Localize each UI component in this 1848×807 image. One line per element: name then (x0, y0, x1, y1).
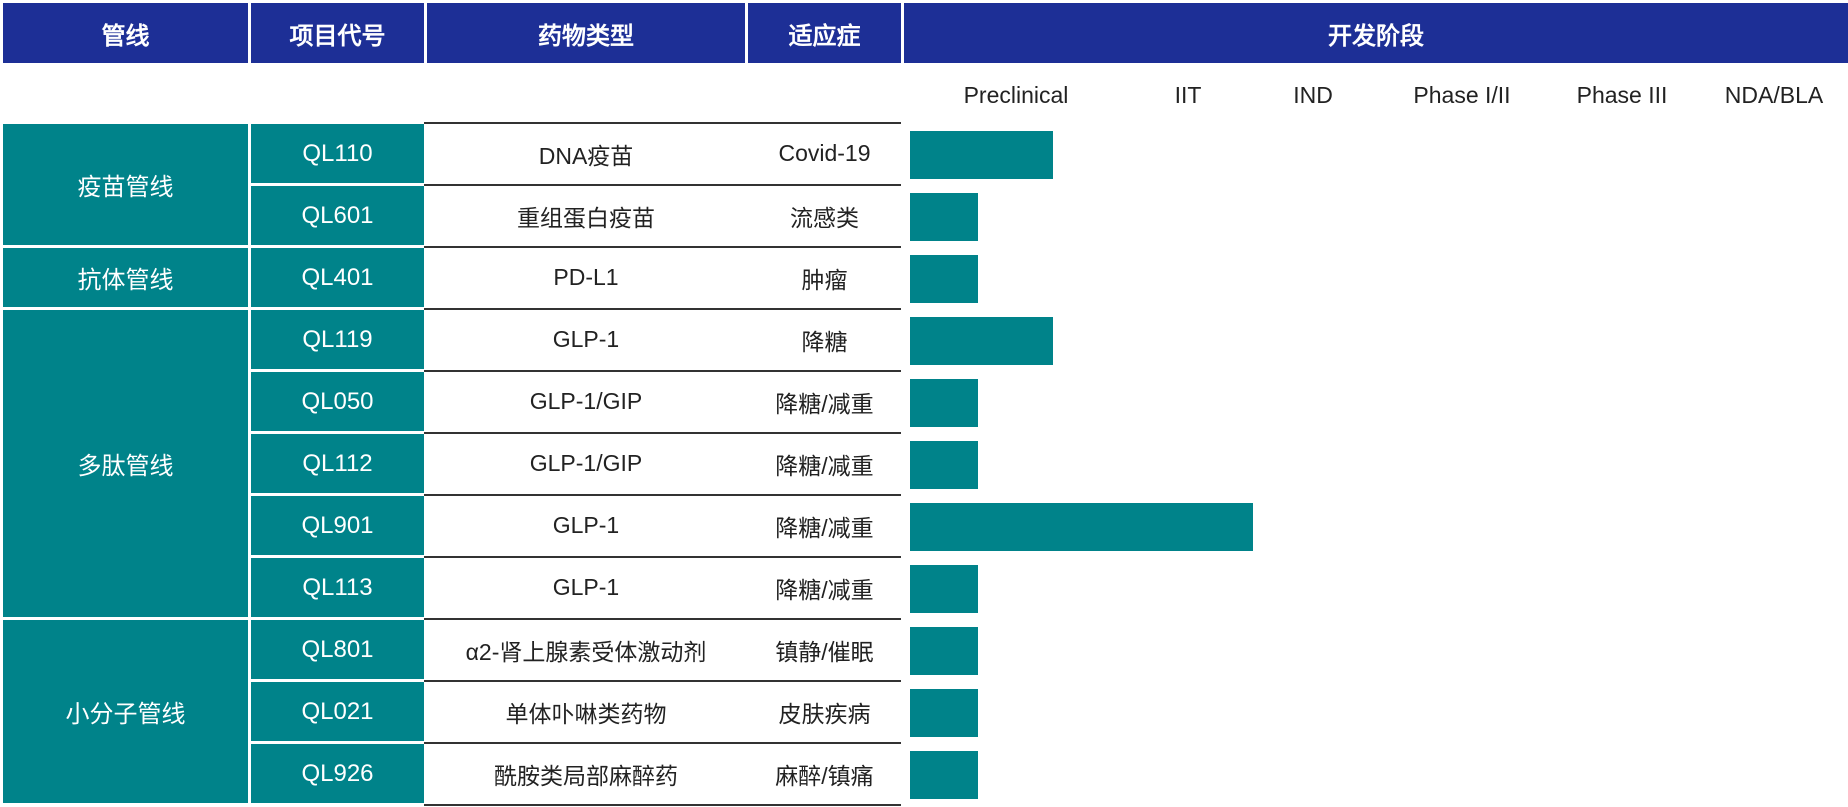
drug-type: 酰胺类局部麻醉药 (424, 744, 748, 803)
indication: 麻醉/镇痛 (748, 744, 901, 803)
progress-bar (910, 503, 1253, 551)
indication: 肿瘤 (748, 248, 901, 307)
stage-label: NDA/BLA (1724, 81, 1824, 108)
group-label: 小分子管线 (3, 620, 248, 803)
project-code: QL901 (251, 496, 424, 555)
progress-bar (910, 751, 978, 799)
group-label: 抗体管线 (3, 248, 248, 307)
row-rule (424, 246, 901, 248)
project-code: QL926 (251, 744, 424, 803)
indication: 降糖/减重 (748, 558, 901, 617)
row-rule (424, 494, 901, 496)
indication: 镇静/催眠 (748, 620, 901, 679)
row-rule (424, 308, 901, 310)
progress-bar (910, 565, 978, 613)
indication: 降糖 (748, 310, 901, 369)
progress-bar (910, 441, 978, 489)
indication: 降糖/减重 (748, 496, 901, 555)
progress-bar (910, 131, 1053, 179)
drug-type: GLP-1/GIP (424, 434, 748, 493)
indication: 降糖/减重 (748, 434, 901, 493)
row-rule (424, 618, 901, 620)
drug-type: 重组蛋白疫苗 (424, 186, 748, 245)
drug-type: GLP-1 (424, 310, 748, 369)
row-rule (424, 432, 901, 434)
header-stage: 开发阶段 (904, 3, 1848, 63)
stage-label: IIT (1174, 81, 1202, 108)
progress-bar (910, 689, 978, 737)
stage-label: Phase I/II (1413, 81, 1511, 108)
project-code: QL050 (251, 372, 424, 431)
progress-bar (910, 193, 978, 241)
row-rule (424, 804, 901, 806)
drug-type: GLP-1 (424, 496, 748, 555)
indication: 降糖/减重 (748, 372, 901, 431)
project-code: QL112 (251, 434, 424, 493)
drug-type: PD-L1 (424, 248, 748, 307)
header-code: 项目代号 (251, 3, 424, 63)
group-label: 疫苗管线 (3, 124, 248, 245)
indication: 皮肤疾病 (748, 682, 901, 741)
row-rule (424, 556, 901, 558)
project-code: QL401 (251, 248, 424, 307)
row-rule (424, 370, 901, 372)
project-code: QL021 (251, 682, 424, 741)
project-code: QL110 (251, 124, 424, 183)
indication: Covid-19 (748, 124, 901, 183)
progress-bar (910, 255, 978, 303)
progress-bar (910, 379, 978, 427)
drug-type: DNA疫苗 (424, 124, 748, 183)
project-code: QL601 (251, 186, 424, 245)
row-rule (424, 680, 901, 682)
indication: 流感类 (748, 186, 901, 245)
progress-bar (910, 317, 1053, 365)
project-code: QL119 (251, 310, 424, 369)
drug-type: GLP-1 (424, 558, 748, 617)
project-code: QL801 (251, 620, 424, 679)
group-label: 多肽管线 (3, 310, 248, 617)
progress-bar (910, 627, 978, 675)
header-pipeline: 管线 (3, 3, 248, 63)
project-code: QL113 (251, 558, 424, 617)
stage-label: Phase III (1576, 81, 1668, 108)
drug-type: α2-肾上腺素受体激动剂 (424, 620, 748, 679)
header-drug-type: 药物类型 (427, 3, 745, 63)
stage-label: IND (1293, 81, 1333, 108)
drug-type: GLP-1/GIP (424, 372, 748, 431)
drug-type: 单体卟啉类药物 (424, 682, 748, 741)
row-rule (424, 184, 901, 186)
stage-label: Preclinical (963, 81, 1069, 108)
table-rule (424, 122, 901, 124)
row-rule (424, 742, 901, 744)
header-indication: 适应症 (748, 3, 901, 63)
